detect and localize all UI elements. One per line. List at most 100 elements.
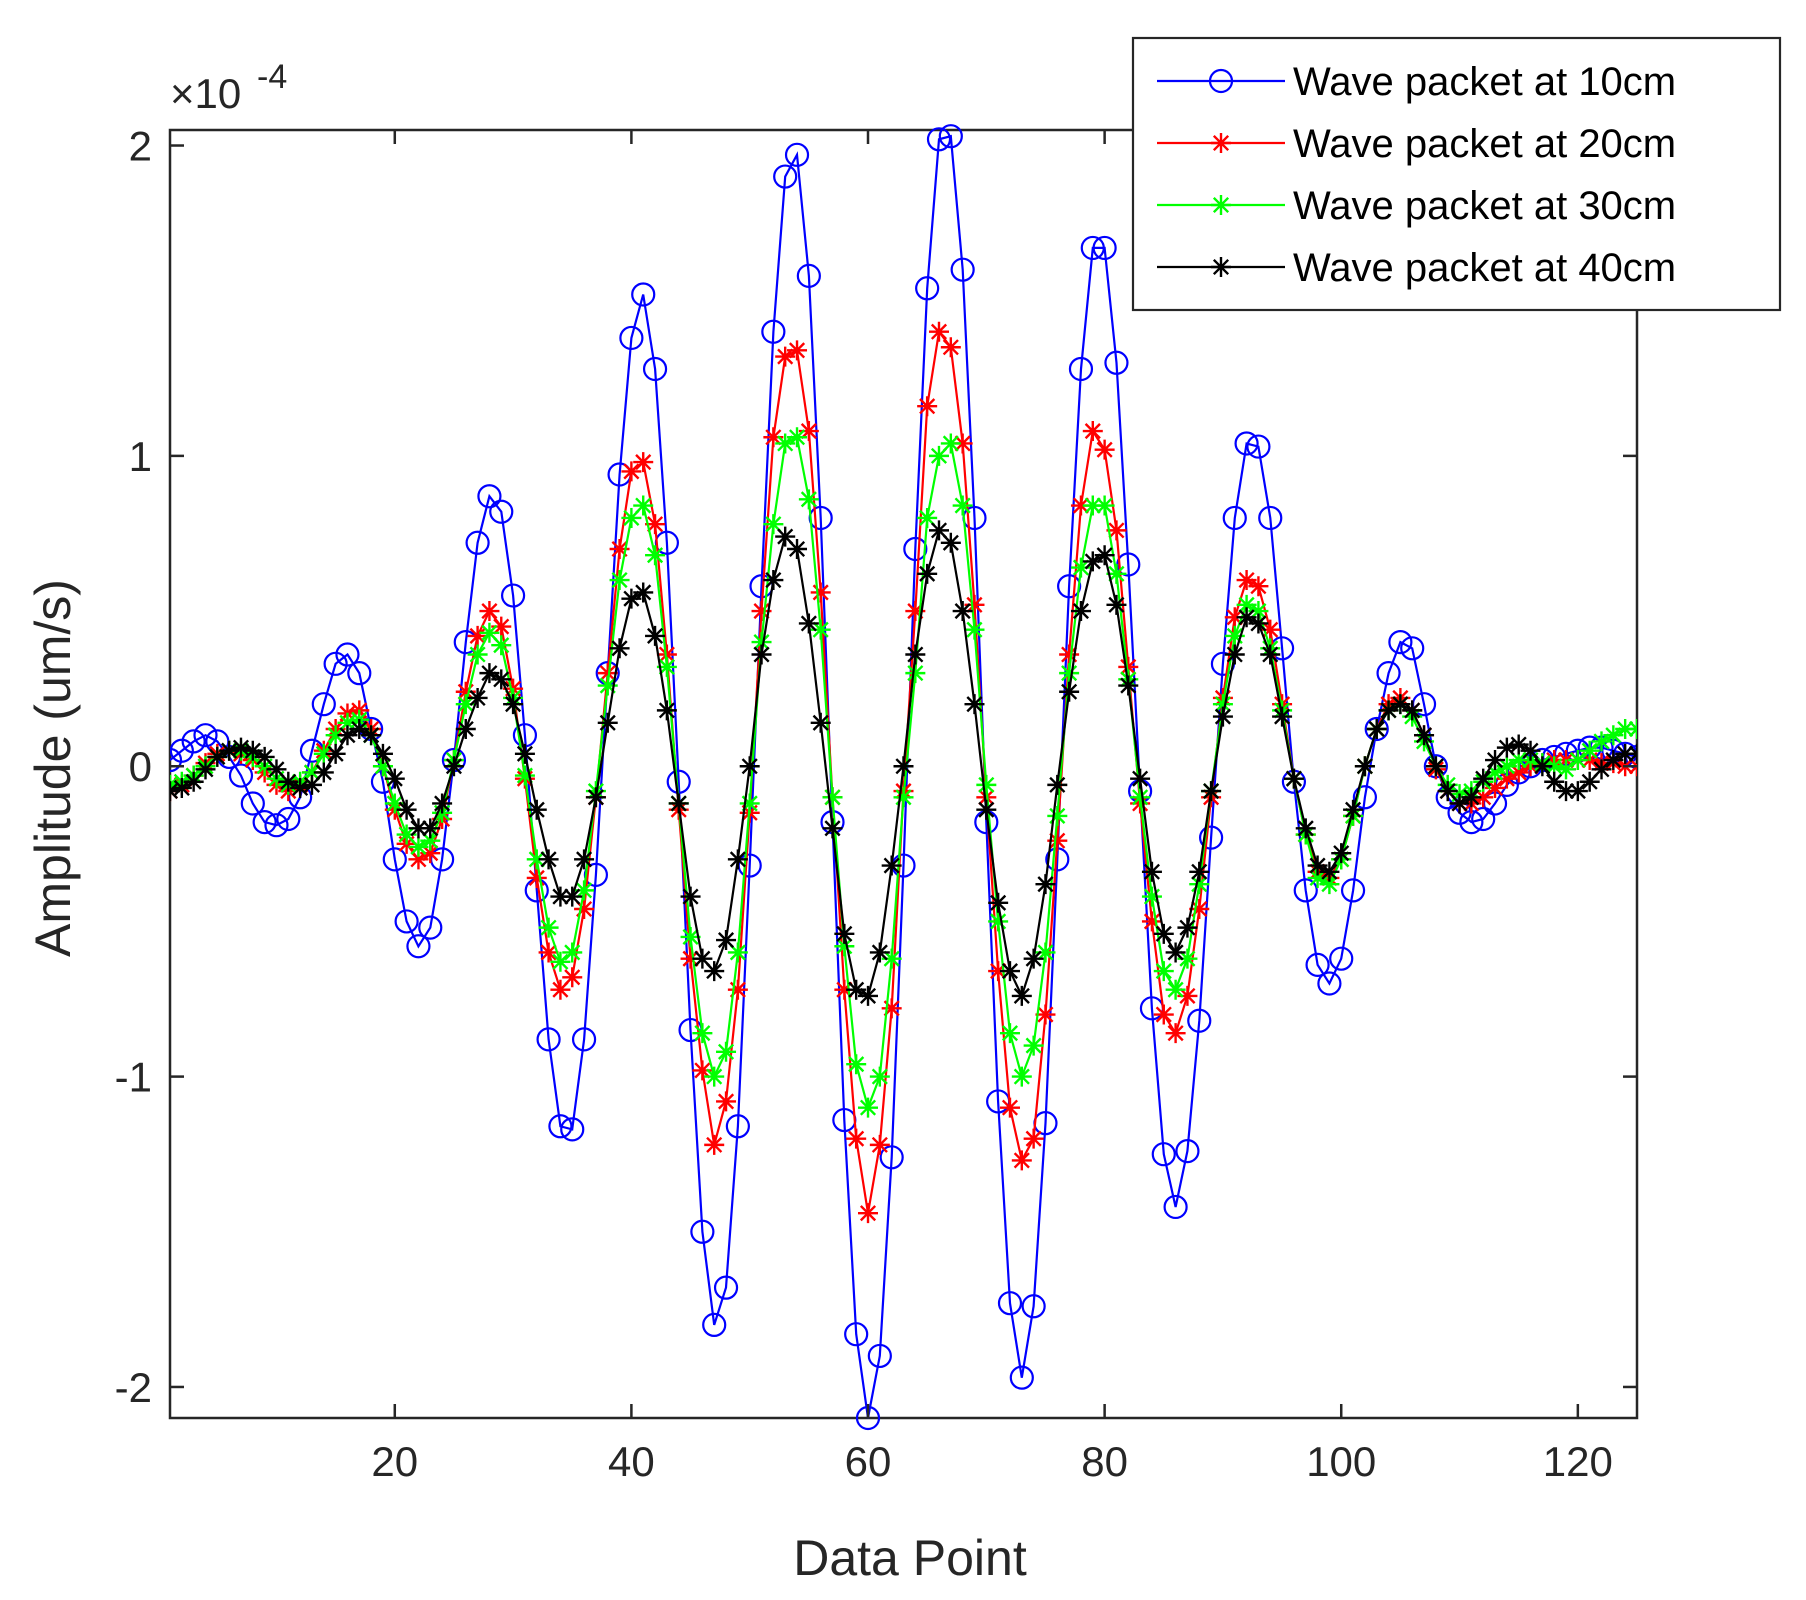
data-point-3 [1248, 601, 1269, 622]
data-point-3 [1603, 725, 1624, 746]
data-point-1 [926, 127, 952, 152]
data-point-3 [491, 635, 512, 656]
data-point-4 [349, 718, 370, 739]
data-point-1 [1163, 1194, 1188, 1220]
data-point-1 [867, 1343, 892, 1369]
data-point-1 [477, 484, 502, 509]
data-point-1 [193, 723, 218, 748]
data-point-4 [1319, 861, 1340, 882]
data-point-4 [455, 718, 476, 739]
data-point-1 [500, 583, 526, 608]
data-point-3 [396, 824, 417, 845]
data-point-2 [834, 979, 855, 1000]
data-point-4 [420, 818, 441, 839]
data-point-1 [406, 934, 431, 959]
data-point-4 [1201, 781, 1222, 802]
data-point-1 [1021, 1294, 1046, 1319]
data-point-1 [1388, 629, 1413, 655]
data-point-4 [1579, 771, 1600, 792]
data-point-3 [514, 765, 535, 786]
data-point-4 [526, 799, 547, 820]
data-point-1 [394, 909, 419, 934]
data-point-1 [1151, 1142, 1176, 1167]
y-tick-label: -2 [115, 1364, 152, 1411]
data-point-2 [467, 625, 488, 646]
data-point-3 [1141, 886, 1162, 907]
data-point-1 [1104, 350, 1129, 375]
data-point-3 [905, 663, 926, 684]
data-point-4 [656, 700, 677, 721]
data-point-3 [1496, 756, 1517, 777]
data-point-3 [1094, 495, 1115, 516]
data-point-2 [775, 346, 796, 367]
data-point-1 [1246, 434, 1271, 459]
data-point-3 [1177, 948, 1198, 969]
data-point-3 [1035, 942, 1056, 963]
data-point-2 [1485, 777, 1506, 798]
data-point-2 [550, 979, 571, 1000]
data-point-4 [1603, 750, 1624, 771]
data-point-3 [928, 445, 949, 466]
data-point-1 [1187, 1008, 1212, 1033]
data-point-3 [1082, 495, 1103, 516]
data-point-2 [1165, 1023, 1186, 1044]
data-point-3 [834, 936, 855, 957]
y-tick-label: 2 [129, 123, 152, 170]
data-point-2 [751, 601, 772, 622]
data-point-4 [479, 663, 500, 684]
data-point-2 [1177, 985, 1198, 1006]
data-point-1 [631, 282, 656, 307]
data-point-3 [964, 619, 985, 640]
data-point-3 [810, 619, 831, 640]
data-point-1 [690, 1219, 715, 1244]
data-point-2 [1106, 520, 1127, 541]
y-exponent-power: -4 [257, 58, 287, 96]
data-point-4 [1354, 756, 1375, 777]
data-point-3 [313, 743, 334, 764]
legend-label: Wave packet at 10cm [1293, 60, 1676, 104]
data-point-1 [489, 499, 514, 524]
data-point-2 [905, 601, 926, 622]
data-point-1 [1364, 716, 1389, 742]
data-point-4 [313, 762, 334, 783]
data-point-3 [727, 942, 748, 963]
data-point-3 [976, 774, 997, 795]
data-point-2 [1496, 768, 1517, 789]
data-point-3 [1544, 756, 1565, 777]
data-point-2 [680, 948, 701, 969]
x-tick-label: 120 [1543, 1438, 1613, 1485]
data-point-1 [1305, 952, 1330, 977]
data-point-3 [1189, 874, 1210, 895]
data-point-1 [713, 1275, 739, 1300]
data-point-4 [301, 774, 322, 795]
data-point-3 [1236, 594, 1257, 615]
data-point-2 [479, 601, 500, 622]
data-point-2 [1141, 911, 1162, 932]
data-point-2 [1059, 644, 1080, 665]
data-point-1 [1376, 661, 1401, 686]
data-point-1 [548, 1114, 573, 1139]
data-point-4 [917, 563, 938, 584]
data-point-2 [787, 340, 808, 361]
data-point-4 [290, 777, 311, 798]
data-point-3 [562, 942, 583, 963]
data-point-4 [1295, 818, 1316, 839]
data-point-2 [846, 1128, 867, 1149]
data-point-4 [1260, 644, 1281, 665]
data-point-4 [1141, 861, 1162, 882]
data-point-4 [822, 818, 843, 839]
data-point-2 [574, 899, 595, 920]
data-point-4 [219, 740, 240, 761]
y-exponent-base: ×10 [170, 70, 241, 117]
data-point-4 [550, 886, 571, 907]
data-point-3 [822, 787, 843, 808]
data-point-2 [716, 1091, 737, 1112]
data-point-1 [1092, 235, 1117, 261]
data-point-4 [1307, 855, 1328, 876]
data-point-1 [796, 263, 821, 288]
data-point-3 [952, 495, 973, 516]
data-point-4 [1378, 700, 1399, 721]
data-point-4 [1414, 725, 1435, 746]
data-point-2 [1473, 787, 1494, 808]
